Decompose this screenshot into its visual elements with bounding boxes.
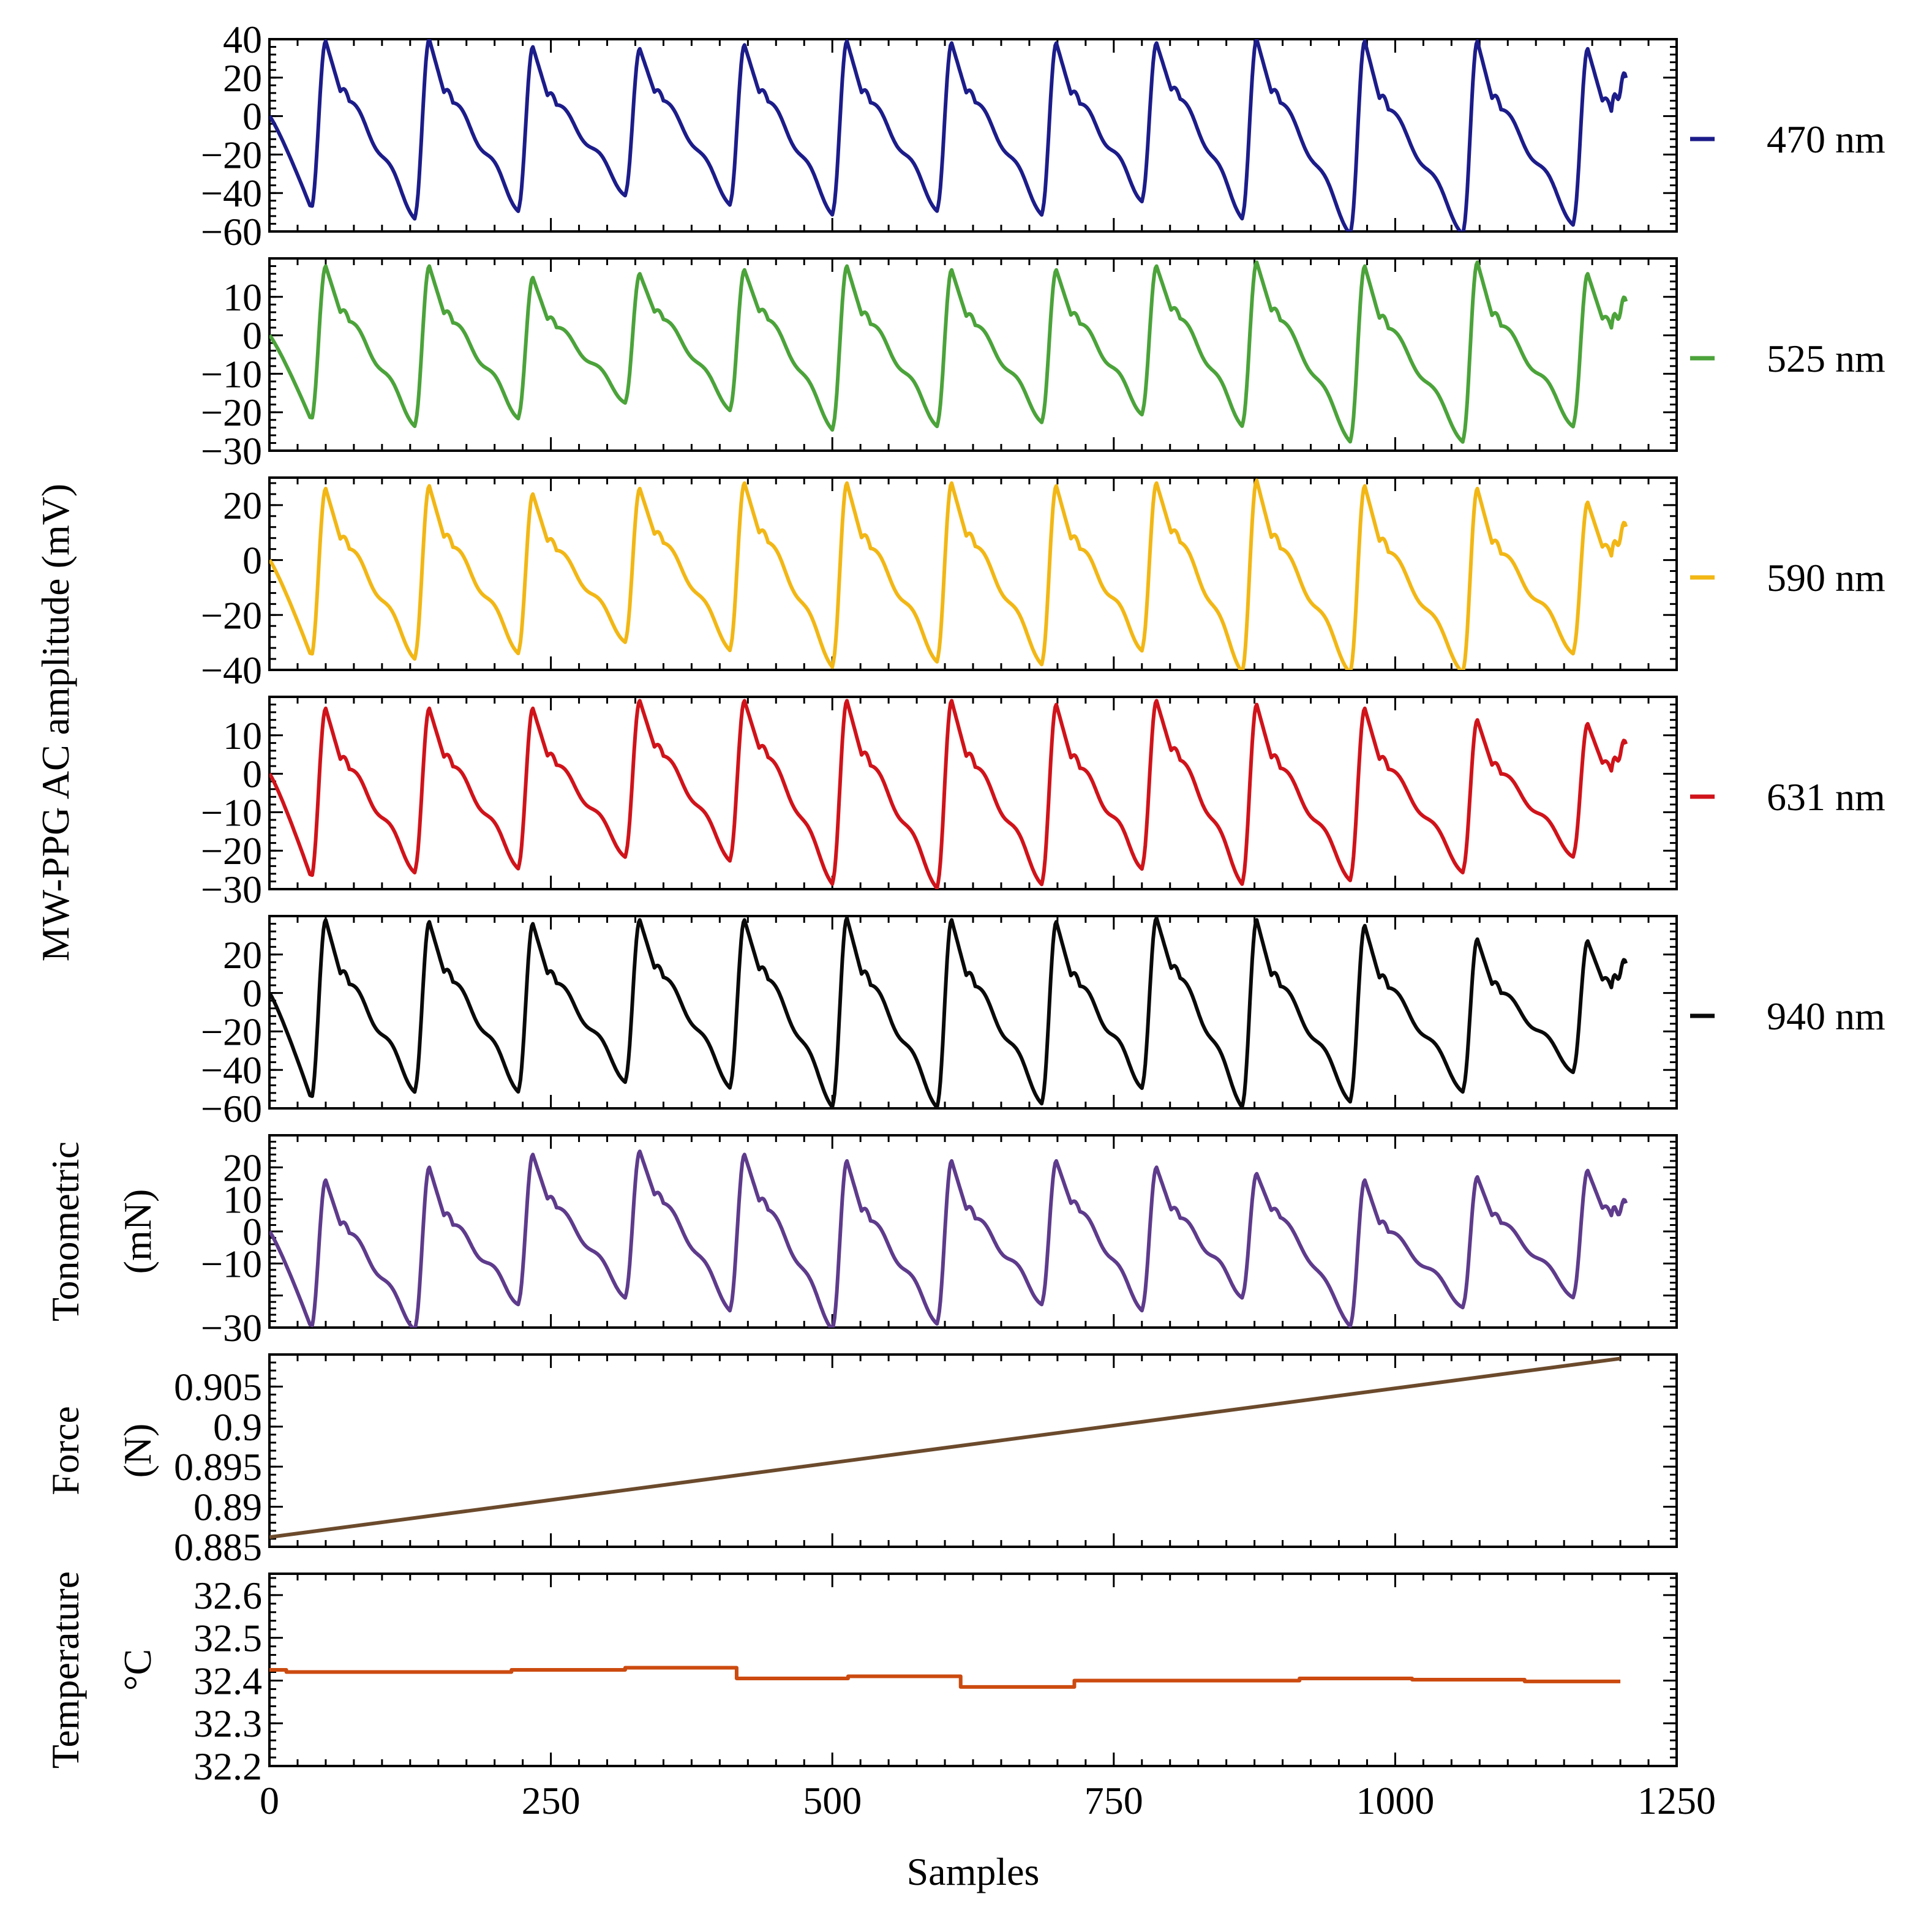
y-tick-label: 20 [223,56,262,100]
y-axis-label-temperature: Temperature °C [43,1571,159,1768]
series-line-ppg-590 [269,478,1628,670]
y-tick-label: 0.89 [194,1486,262,1529]
x-axis-label: Samples [907,1850,1040,1893]
y-tick-label: −20 [201,133,262,176]
x-tick-label: 0 [260,1779,279,1822]
y-tick-label: −20 [201,593,262,637]
legend-label: 590 nm [1767,556,1885,599]
y-tick-label: 0 [242,972,262,1015]
y-axis-label-line: Force [43,1406,87,1495]
y-tick-label: 10 [223,714,262,757]
y-tick-label: 0 [242,753,262,796]
y-tick-label: −40 [201,171,262,215]
x-tick-label: 500 [803,1779,862,1822]
y-tick-label: 0.905 [174,1365,262,1408]
y-tick-label: −30 [201,1306,262,1350]
y-tick-label: −60 [201,210,262,254]
y-tick-label: −20 [201,391,262,434]
y-tick-label: −30 [201,429,262,473]
y-axis-label-line: Temperature [43,1571,87,1768]
series-line-force [269,1356,1621,1539]
x-tick-label: 1000 [1356,1779,1434,1822]
y-tick-label: 0 [242,539,262,582]
legend-label: 631 nm [1767,775,1885,819]
series-line-temperature [269,1666,1621,1689]
legend-label: 525 nm [1767,337,1885,380]
y-tick-label: 10 [223,1178,262,1222]
y-tick-label: 0 [242,1210,262,1253]
series-line-ppg-525 [269,260,1628,444]
y-tick-label: −10 [201,791,262,834]
y-tick-label: 32.2 [194,1745,262,1788]
x-tick-label: 750 [1084,1779,1143,1822]
y-tick-label: 0.9 [213,1405,262,1449]
y-tick-label: −30 [201,868,262,911]
y-tick-label: −20 [201,1010,262,1053]
y-tick-label: −60 [201,1087,262,1130]
panel-temperature: 32.232.332.432.532.6 Temperature °C [43,1571,1678,1788]
y-tick-label: −10 [201,352,262,396]
y-axis-label-line: (mN) [116,1189,159,1274]
y-tick-label: −20 [201,829,262,873]
y-tick-label: 20 [223,933,262,977]
legend-label: 470 nm [1767,118,1885,161]
y-tick-label: 20 [223,484,262,527]
y-tick-label: 32.4 [194,1659,262,1702]
y-axis-label-force: Force (N) [43,1406,159,1495]
x-tick-label: 250 [522,1779,581,1822]
y-tick-label: 32.3 [194,1702,262,1745]
y-axis-label-line: (N) [116,1424,159,1478]
y-axis-label-tonometric: Tonometric (mN) [43,1141,159,1321]
y-tick-label: −40 [201,1048,262,1092]
series-line-ppg-470 [269,39,1628,231]
y-tick-label: 32.6 [194,1574,262,1617]
group-y-axis-label: MW-PPG AC amplitude (mV) [34,484,77,961]
y-tick-label: 32.5 [194,1617,262,1660]
y-tick-label: 20 [223,1146,262,1189]
y-tick-label: 0.895 [174,1445,262,1489]
y-tick-label: 10 [223,276,262,319]
y-tick-label: −40 [201,648,262,692]
y-axis-label-line: Tonometric [43,1141,87,1321]
y-axis-label-line: °C [116,1649,159,1691]
series-line-tonometric [269,1149,1628,1328]
x-tick-label: 1250 [1637,1779,1716,1822]
legend-label: 940 nm [1767,994,1885,1038]
series-line-ppg-940 [269,916,1628,1108]
series-line-ppg-631 [269,699,1628,889]
y-tick-label: −10 [201,1242,262,1285]
y-tick-label: 0 [242,95,262,138]
y-tick-label: 0 [242,314,262,358]
y-tick-label: 0.885 [174,1525,262,1569]
y-tick-label: 40 [223,18,262,61]
panel-ppg-590: −40 −20 0 20 590 nm [201,476,1885,692]
